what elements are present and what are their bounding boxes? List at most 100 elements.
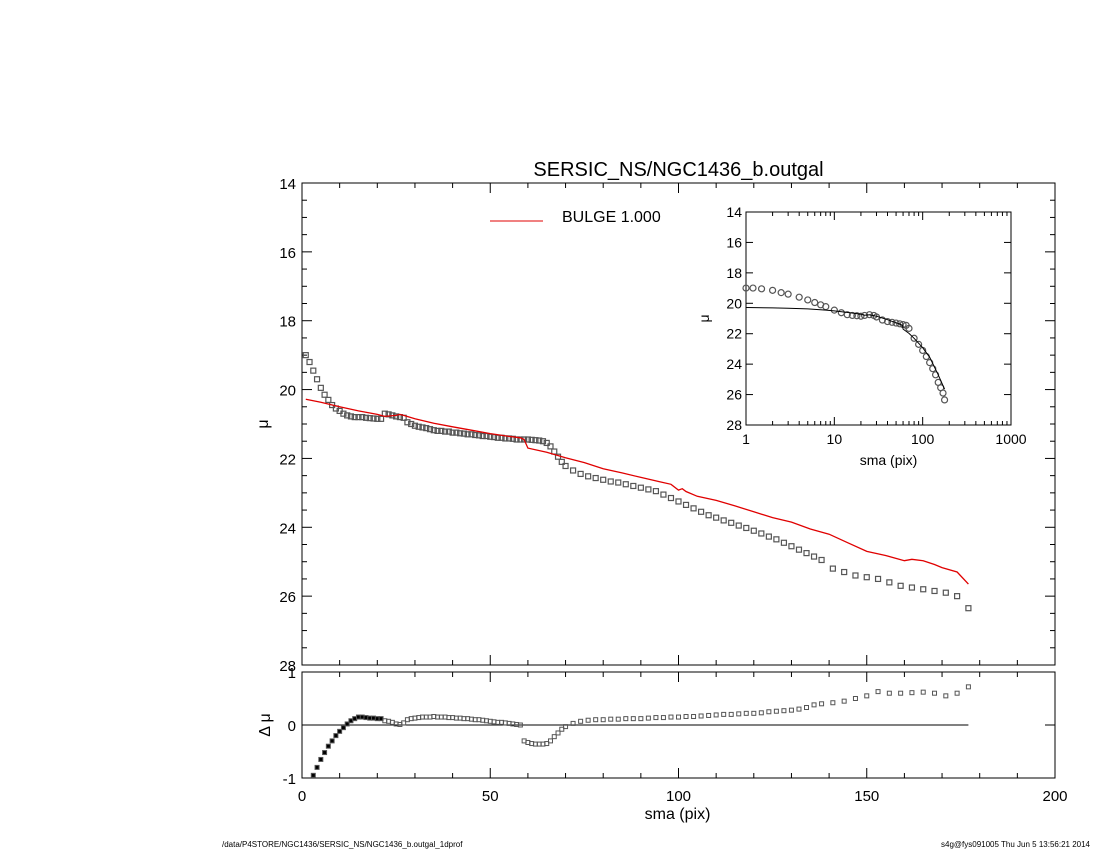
residual-point-marker bbox=[401, 720, 407, 726]
residual-point-marker bbox=[965, 684, 971, 690]
data-point-marker bbox=[600, 476, 607, 483]
data-point-marker bbox=[841, 568, 848, 576]
data-point-marker bbox=[393, 413, 400, 420]
y-tick-label: 16 bbox=[279, 245, 296, 262]
y-tick-label: 28 bbox=[279, 658, 296, 675]
data-point-marker bbox=[931, 587, 938, 595]
data-point-marker bbox=[317, 384, 324, 391]
data-point-marker bbox=[472, 431, 479, 439]
inset-data-marker bbox=[804, 296, 812, 304]
inset-data-marker bbox=[777, 289, 785, 297]
data-point-marker bbox=[630, 482, 637, 490]
residual-point-marker bbox=[852, 696, 858, 701]
data-point-marker bbox=[765, 533, 772, 540]
data-point-marker bbox=[453, 429, 460, 436]
residual-point-marker bbox=[721, 711, 727, 717]
residual-point-marker bbox=[668, 714, 674, 720]
residual-point-marker bbox=[600, 717, 606, 723]
residual-point-marker bbox=[623, 716, 629, 722]
inset-y-tick-label: 26 bbox=[726, 387, 742, 403]
residual-point-marker bbox=[796, 706, 802, 712]
data-point-marker bbox=[377, 415, 385, 422]
inset-data-marker bbox=[883, 317, 892, 326]
inset-data-marker bbox=[853, 312, 861, 320]
data-point-marker bbox=[366, 415, 373, 422]
inset-y-tick-label: 22 bbox=[726, 326, 742, 342]
data-point-marker bbox=[954, 593, 961, 600]
residual-point-marker bbox=[555, 730, 561, 736]
inset-data-marker bbox=[768, 286, 777, 294]
data-point-marker bbox=[321, 391, 328, 398]
data-point-marker bbox=[720, 517, 727, 524]
residual-point-marker bbox=[811, 702, 817, 708]
residual-point-marker bbox=[751, 710, 757, 716]
inset-data-marker bbox=[848, 311, 856, 320]
residual-point-marker bbox=[886, 690, 892, 696]
data-point-marker bbox=[645, 486, 652, 493]
inset-data-marker bbox=[910, 334, 918, 342]
data-point-marker bbox=[660, 491, 667, 498]
residual-point-marker bbox=[615, 716, 621, 722]
inset-data-marker bbox=[811, 298, 819, 307]
inset-data-marker bbox=[896, 320, 904, 328]
chart-title: SERSIC_NS/NGC1436_b.outgal bbox=[533, 159, 823, 181]
residual-y-tick-label: 1 bbox=[288, 665, 296, 682]
data-point-marker bbox=[690, 505, 697, 512]
data-point-marker bbox=[302, 352, 309, 359]
data-point-marker bbox=[423, 425, 430, 432]
y-tick-label: 18 bbox=[279, 314, 296, 331]
residual-point-marker bbox=[920, 689, 926, 695]
data-point-marker bbox=[532, 437, 539, 444]
data-point-marker bbox=[547, 443, 554, 450]
data-point-marker bbox=[592, 474, 599, 482]
inset-y-axis-label: μ bbox=[696, 314, 712, 322]
inset-y-tick-label: 18 bbox=[726, 265, 742, 281]
data-point-marker bbox=[325, 396, 332, 403]
data-point-marker bbox=[426, 426, 434, 433]
data-point-marker bbox=[852, 572, 859, 579]
residual-point-marker bbox=[713, 712, 719, 718]
y-tick-label: 14 bbox=[279, 176, 296, 193]
residual-point-marker bbox=[736, 711, 742, 717]
data-point-marker bbox=[359, 414, 366, 421]
data-point-marker bbox=[479, 432, 486, 440]
data-point-marker bbox=[735, 522, 742, 529]
y-tick-label: 22 bbox=[279, 451, 296, 468]
data-point-marker bbox=[758, 530, 765, 537]
inset-y-tick-label: 14 bbox=[726, 204, 742, 220]
inset-x-tick-label: 1000 bbox=[995, 431, 1026, 447]
data-point-marker bbox=[460, 430, 467, 437]
data-point-marker bbox=[370, 415, 377, 422]
residual-point-marker bbox=[308, 781, 312, 785]
y-axis-label-mu: μ bbox=[255, 419, 272, 428]
residual-point-marker bbox=[766, 709, 772, 715]
data-point-marker bbox=[457, 430, 464, 437]
residual-point-marker bbox=[728, 711, 734, 717]
residual-point-marker bbox=[517, 722, 523, 728]
data-point-marker bbox=[449, 429, 456, 436]
inset-data-marker bbox=[860, 311, 869, 320]
residual-point-marker bbox=[830, 700, 836, 706]
data-point-marker bbox=[415, 423, 422, 430]
data-point-marker bbox=[411, 422, 419, 429]
bulge-model-line bbox=[305, 398, 969, 585]
residual-point-marker bbox=[943, 693, 949, 699]
residual-point-marker bbox=[645, 715, 651, 721]
residual-point-marker bbox=[638, 716, 644, 722]
data-point-marker bbox=[615, 479, 622, 486]
residual-point-marker bbox=[758, 710, 764, 716]
data-point-marker bbox=[434, 427, 441, 434]
inset-x-tick-label: 100 bbox=[911, 431, 935, 447]
inset-y-tick-label: 20 bbox=[726, 295, 742, 311]
residual-point-marker bbox=[608, 716, 614, 722]
data-point-marker bbox=[965, 605, 972, 612]
residual-point-marker bbox=[322, 750, 328, 756]
data-point-marker bbox=[577, 470, 584, 478]
residual-point-marker bbox=[954, 690, 960, 696]
residual-point-marker bbox=[344, 721, 350, 727]
x-tick-label: 50 bbox=[482, 788, 499, 805]
x-axis-label: sma (pix) bbox=[645, 806, 711, 823]
data-point-marker bbox=[404, 419, 411, 426]
residual-point-marker bbox=[660, 715, 666, 721]
